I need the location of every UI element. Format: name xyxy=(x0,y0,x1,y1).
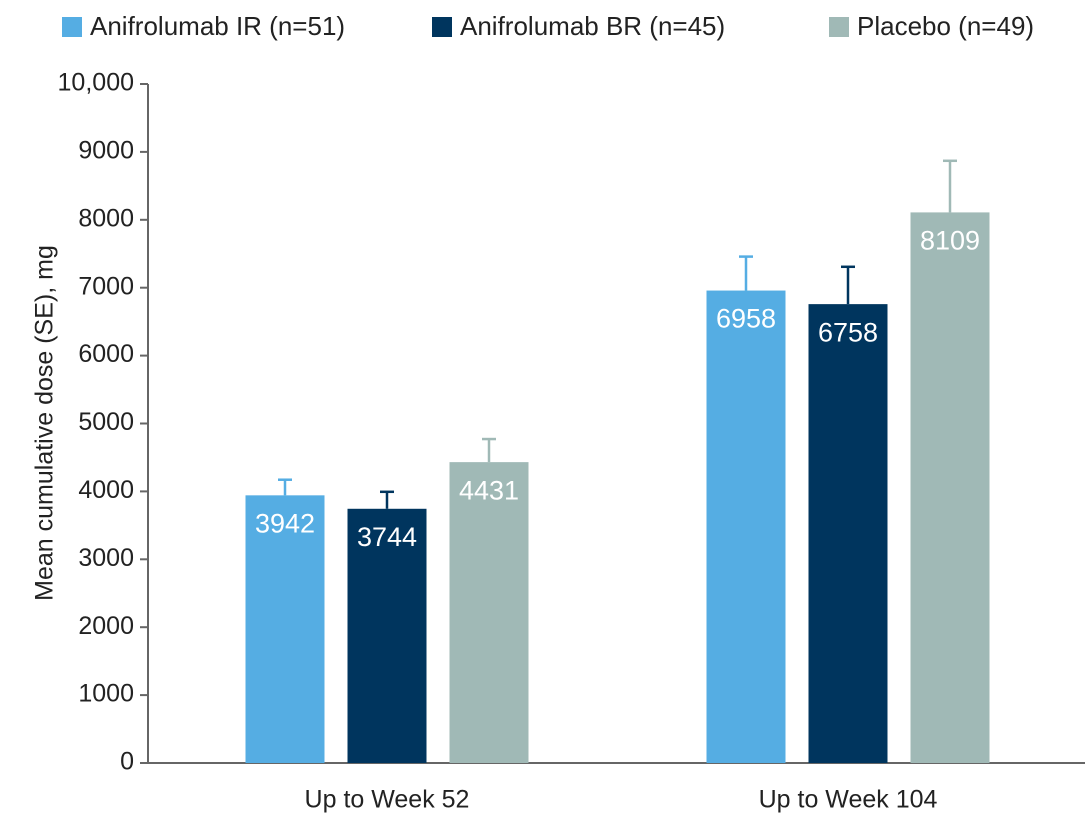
y-tick-label: 2000 xyxy=(78,612,134,640)
legend-label: Placebo (n=49) xyxy=(857,11,1034,41)
y-tick-label: 7000 xyxy=(78,272,134,300)
legend-swatch xyxy=(432,17,452,37)
bar xyxy=(347,508,427,763)
value-label: 8109 xyxy=(920,226,980,256)
x-tick-label: Up to Week 52 xyxy=(305,786,470,814)
y-tick-label: 9000 xyxy=(78,137,134,165)
y-tick-label: 8000 xyxy=(78,204,134,232)
legend-label: Anifrolumab BR (n=45) xyxy=(460,11,725,41)
y-tick-label: 4000 xyxy=(78,476,134,504)
value-label: 6758 xyxy=(818,317,878,347)
value-label: 3744 xyxy=(357,522,417,552)
y-tick-label: 3000 xyxy=(78,544,134,572)
bar xyxy=(808,304,888,763)
value-label: 6958 xyxy=(716,304,776,334)
bar xyxy=(910,212,990,763)
y-tick-label: 1000 xyxy=(78,680,134,708)
x-tick-label: Up to Week 104 xyxy=(759,786,938,814)
y-tick-label: 10,000 xyxy=(58,69,134,97)
bar xyxy=(449,462,529,763)
legend-swatch xyxy=(62,17,82,37)
value-label: 3942 xyxy=(255,508,315,538)
y-tick-label: 5000 xyxy=(78,408,134,436)
y-axis-label: Mean cumulative dose (SE), mg xyxy=(31,245,59,601)
bar xyxy=(706,290,786,763)
y-tick-label: 6000 xyxy=(78,340,134,368)
legend-swatch xyxy=(829,17,849,37)
value-label: 4431 xyxy=(459,475,519,505)
legend-label: Anifrolumab IR (n=51) xyxy=(90,11,345,41)
y-tick-label: 0 xyxy=(120,748,134,776)
bar xyxy=(245,495,325,763)
